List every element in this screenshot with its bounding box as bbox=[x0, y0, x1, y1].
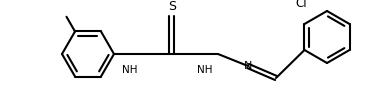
Text: NH: NH bbox=[122, 65, 138, 75]
Text: S: S bbox=[168, 0, 176, 13]
Text: NH: NH bbox=[197, 65, 213, 75]
Text: Cl: Cl bbox=[295, 0, 307, 10]
Text: N: N bbox=[244, 61, 252, 71]
